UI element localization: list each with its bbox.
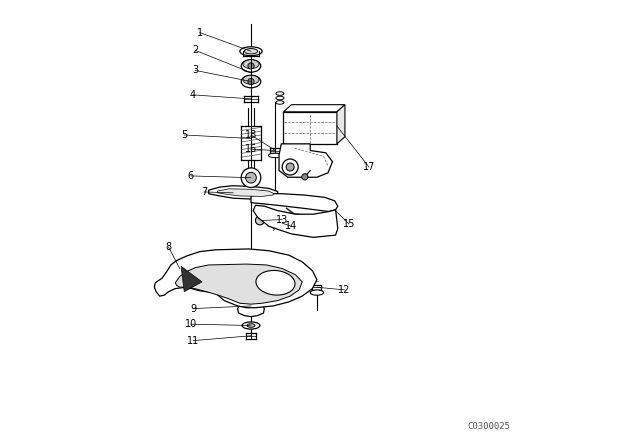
Circle shape bbox=[282, 159, 298, 175]
Ellipse shape bbox=[243, 75, 259, 84]
Circle shape bbox=[301, 174, 308, 180]
Ellipse shape bbox=[276, 96, 284, 100]
Ellipse shape bbox=[240, 47, 262, 56]
Text: 1: 1 bbox=[196, 28, 203, 38]
Circle shape bbox=[248, 63, 254, 69]
Text: 16: 16 bbox=[245, 144, 257, 154]
Polygon shape bbox=[279, 144, 332, 177]
Circle shape bbox=[255, 216, 264, 225]
Text: 9: 9 bbox=[190, 304, 196, 314]
Polygon shape bbox=[251, 194, 338, 211]
Text: 14: 14 bbox=[285, 221, 297, 231]
Text: 8: 8 bbox=[166, 242, 172, 252]
Text: 6: 6 bbox=[188, 171, 194, 181]
Text: 5: 5 bbox=[181, 130, 188, 140]
Text: 3: 3 bbox=[192, 65, 198, 75]
Polygon shape bbox=[284, 105, 345, 112]
Text: 12: 12 bbox=[339, 285, 351, 295]
Polygon shape bbox=[209, 186, 278, 199]
Text: 7: 7 bbox=[201, 187, 207, 197]
Polygon shape bbox=[154, 249, 317, 308]
Polygon shape bbox=[337, 105, 345, 144]
Circle shape bbox=[286, 163, 294, 171]
Ellipse shape bbox=[276, 101, 284, 104]
Text: 10: 10 bbox=[185, 319, 197, 329]
Circle shape bbox=[246, 172, 257, 183]
Ellipse shape bbox=[244, 48, 258, 54]
Text: C0300025: C0300025 bbox=[468, 422, 511, 431]
Ellipse shape bbox=[243, 60, 259, 69]
Text: 13: 13 bbox=[276, 215, 288, 224]
Polygon shape bbox=[237, 300, 264, 317]
Ellipse shape bbox=[247, 324, 255, 327]
Ellipse shape bbox=[241, 75, 260, 88]
Ellipse shape bbox=[241, 60, 260, 72]
Polygon shape bbox=[218, 189, 273, 196]
Ellipse shape bbox=[242, 322, 260, 329]
Ellipse shape bbox=[276, 92, 284, 95]
Ellipse shape bbox=[268, 153, 283, 158]
Text: 2: 2 bbox=[192, 45, 198, 56]
Text: 17: 17 bbox=[363, 162, 375, 172]
Polygon shape bbox=[175, 264, 302, 304]
Text: 11: 11 bbox=[187, 336, 199, 346]
Text: 18: 18 bbox=[245, 130, 257, 140]
Text: 15: 15 bbox=[343, 219, 355, 229]
Polygon shape bbox=[253, 205, 338, 237]
Ellipse shape bbox=[310, 290, 324, 295]
Circle shape bbox=[241, 168, 260, 188]
Circle shape bbox=[248, 78, 254, 85]
Ellipse shape bbox=[256, 271, 295, 295]
Polygon shape bbox=[181, 266, 202, 292]
Text: 4: 4 bbox=[190, 90, 196, 100]
